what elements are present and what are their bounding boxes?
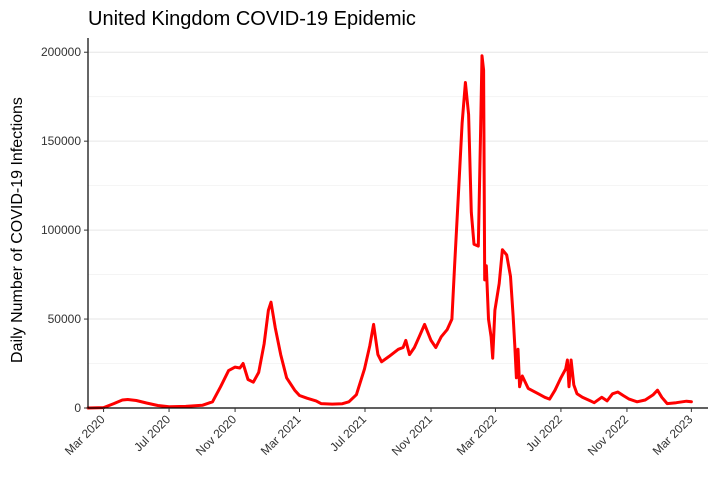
y-tick-label: 200000 bbox=[41, 45, 81, 59]
y-tick-label: 0 bbox=[74, 401, 81, 415]
series-layer bbox=[86, 54, 693, 410]
y-tick-label: 150000 bbox=[41, 134, 81, 148]
axes bbox=[87, 38, 708, 409]
x-tick-label: Nov 2020 bbox=[193, 412, 239, 458]
x-tick-label: Nov 2022 bbox=[585, 412, 631, 458]
x-tick-label: Jul 2020 bbox=[131, 412, 173, 454]
chart-title: United Kingdom COVID-19 Epidemic bbox=[88, 8, 416, 30]
gridlines bbox=[88, 51, 708, 409]
x-tick-label: Jul 2022 bbox=[523, 412, 565, 454]
x-tick-label: Mar 2021 bbox=[258, 412, 304, 458]
x-tick-label: Mar 2020 bbox=[62, 412, 108, 458]
x-tick-label: Jul 2021 bbox=[327, 412, 369, 454]
y-axis-label: Daily Number of COVID-19 Infections bbox=[9, 97, 26, 363]
y-tick-label: 100000 bbox=[41, 223, 81, 237]
x-tick-label: Mar 2023 bbox=[650, 412, 696, 458]
y-axis-ticks: 0 50000 100000 150000 200000 bbox=[41, 45, 88, 415]
x-tick-label: Mar 2022 bbox=[454, 412, 500, 458]
x-axis-ticks: Mar 2020 Jul 2020 Nov 2020 Mar 2021 Jul 2021… bbox=[62, 408, 696, 458]
y-tick-label: 50000 bbox=[48, 312, 82, 326]
series-line-0 bbox=[86, 54, 693, 410]
x-tick-label: Nov 2021 bbox=[389, 412, 435, 458]
